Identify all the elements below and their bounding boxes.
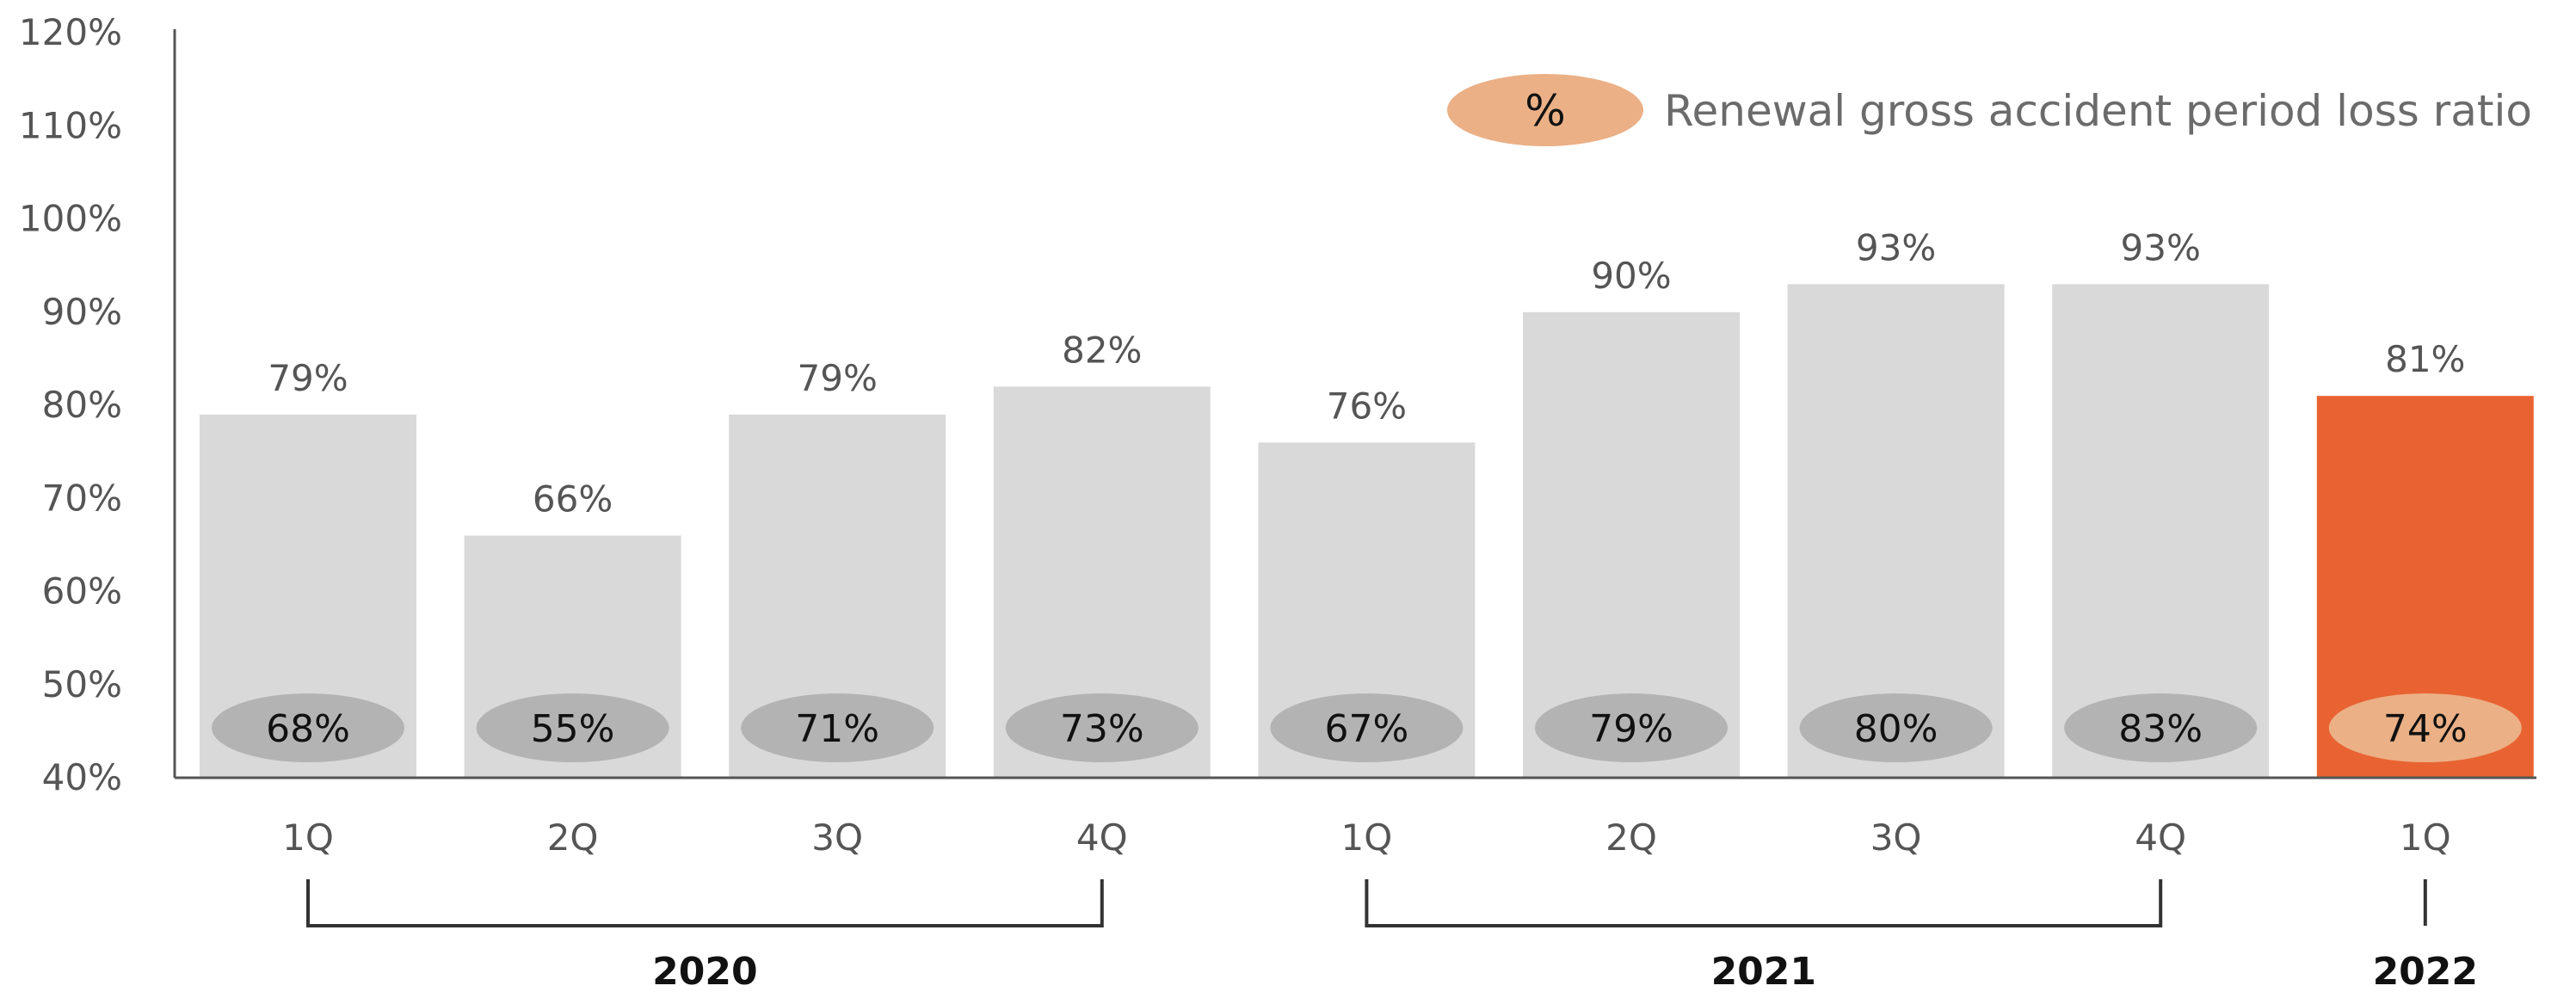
renewal-ratio-oval bbox=[212, 693, 404, 762]
bar-value-label: 82% bbox=[1062, 329, 1142, 371]
bar-value-label: 79% bbox=[268, 357, 348, 399]
y-tick-label: 40% bbox=[42, 756, 122, 798]
year-label: 2022 bbox=[2373, 950, 2478, 994]
y-tick-label: 90% bbox=[42, 291, 122, 333]
legend-label: Renewal gross accident period loss ratio bbox=[1664, 86, 2532, 136]
x-tick-label: 4Q bbox=[2135, 816, 2186, 859]
year-groups: 2020 2021 2022 bbox=[306, 879, 2478, 994]
bar-value-label: 93% bbox=[2121, 226, 2201, 268]
renewal-ratio-label: 67% bbox=[1325, 707, 1409, 751]
renewal-ratio-label: 83% bbox=[2118, 707, 2203, 751]
bar-value-label: 90% bbox=[1591, 255, 1671, 297]
year-label: 2020 bbox=[652, 950, 757, 994]
renewal-ratio-oval bbox=[1799, 693, 1993, 762]
x-tick-label: 1Q bbox=[282, 816, 334, 859]
x-tick-label: 2Q bbox=[1605, 816, 1657, 859]
bar-value-label: 93% bbox=[1856, 226, 1936, 268]
renewal-ratio-label: 80% bbox=[1854, 707, 1938, 751]
renewal-ratio-ovals: 68% 55% 71% 73% 67% 79% 80% 83% 74% bbox=[212, 693, 2522, 762]
renewal-ratio-oval bbox=[2328, 693, 2522, 762]
year-bracket bbox=[306, 879, 1104, 927]
bar-value-label: 79% bbox=[798, 357, 878, 399]
x-tick-label: 4Q bbox=[1076, 816, 1128, 859]
year-bracket bbox=[1365, 879, 2163, 927]
year-label: 2021 bbox=[1711, 950, 1816, 994]
bar-value-label: 76% bbox=[1327, 385, 1407, 427]
y-tick-label: 50% bbox=[42, 663, 122, 705]
legend-symbol: % bbox=[1525, 86, 1566, 136]
y-tick-label: 100% bbox=[19, 198, 122, 240]
y-tick-label: 80% bbox=[42, 384, 122, 426]
renewal-ratio-label: 73% bbox=[1060, 707, 1144, 751]
x-tick-label: 3Q bbox=[1870, 816, 1922, 859]
axes bbox=[173, 29, 2536, 779]
y-tick-label: 60% bbox=[42, 570, 122, 613]
x-tick-label: 1Q bbox=[2400, 816, 2451, 859]
renewal-ratio-label: 55% bbox=[531, 707, 615, 751]
renewal-ratio-oval bbox=[2064, 693, 2258, 762]
y-tick-label: 70% bbox=[42, 477, 122, 519]
legend-oval-marker bbox=[1447, 74, 1643, 146]
y-tick-label: 110% bbox=[19, 104, 122, 146]
renewal-ratio-label: 74% bbox=[2383, 707, 2468, 751]
y-tick-label: 120% bbox=[19, 11, 122, 53]
x-tick-label: 1Q bbox=[1341, 816, 1393, 859]
renewal-ratio-oval bbox=[1005, 693, 1199, 762]
renewal-ratio-label: 71% bbox=[795, 707, 879, 751]
renewal-ratio-label: 79% bbox=[1589, 707, 1673, 751]
bar-value-label: 66% bbox=[533, 478, 613, 521]
renewal-ratio-oval bbox=[1535, 693, 1728, 762]
bar-value-label: 81% bbox=[2385, 338, 2465, 380]
renewal-ratio-oval bbox=[1270, 693, 1464, 762]
x-tick-label: 2Q bbox=[547, 816, 599, 859]
legend: % Renewal gross accident period loss rat… bbox=[1447, 74, 2532, 146]
x-axis-labels: 1Q 2Q 3Q 4Q 1Q 2Q 3Q 4Q 1Q bbox=[282, 816, 2451, 859]
x-tick-label: 3Q bbox=[811, 816, 863, 859]
renewal-ratio-label: 68% bbox=[266, 707, 350, 751]
renewal-ratio-oval bbox=[741, 693, 934, 762]
y-axis-ticks: 40% 50% 60% 70% 80% 90% 100% 110% 120% bbox=[19, 11, 122, 798]
renewal-ratio-oval bbox=[476, 693, 669, 762]
